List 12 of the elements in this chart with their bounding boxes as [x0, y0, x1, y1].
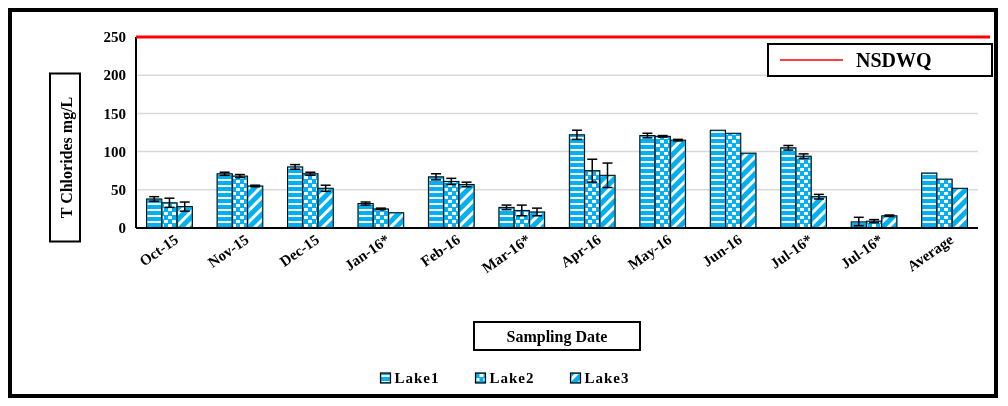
legend-label: Lake3 [584, 370, 630, 387]
x-axis-title: Sampling Date [506, 327, 608, 346]
y-tick-label: 100 [103, 143, 126, 160]
y-tick-label: 150 [103, 105, 126, 122]
y-tick-label: 250 [103, 29, 126, 46]
y-tick-label: 50 [111, 182, 126, 199]
legend-label: Lake1 [394, 370, 440, 387]
y-axis-title: T Chlorides mg/L [57, 96, 76, 219]
y-tick-label: 200 [103, 67, 126, 84]
legend-label: NSDWQ [856, 49, 932, 71]
legend-label: Lake2 [489, 370, 535, 387]
y-tick-label: 0 [118, 220, 126, 237]
